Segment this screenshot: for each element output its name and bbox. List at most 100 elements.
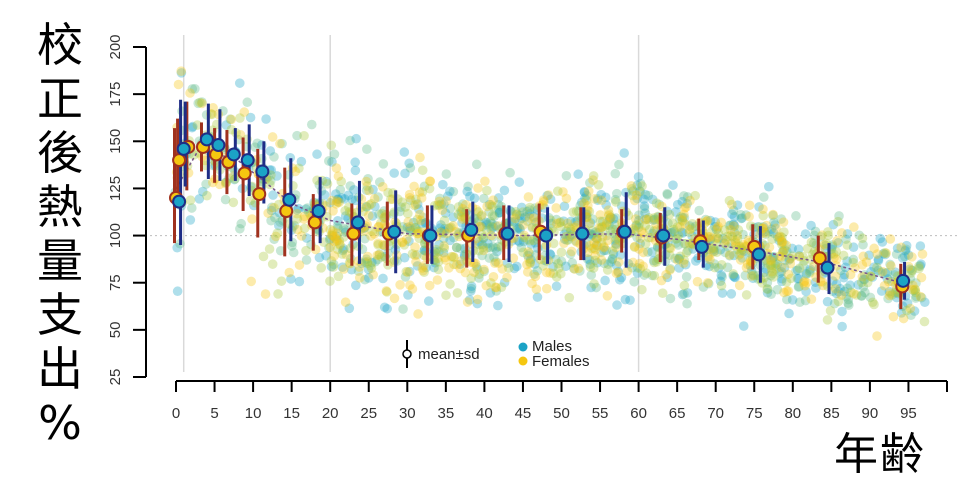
- individual-point: [877, 266, 888, 277]
- individual-point: [758, 204, 768, 215]
- legend-label-females: Females: [532, 353, 590, 370]
- individual-point: [741, 262, 752, 273]
- individual-point: [776, 276, 787, 287]
- individual-point: [273, 289, 283, 299]
- y-tick-label: 50: [107, 322, 124, 339]
- individual-point: [647, 247, 657, 257]
- individual-point: [587, 229, 597, 240]
- individual-point: [584, 255, 595, 265]
- x-tick-label: 20: [322, 405, 339, 422]
- individual-point: [374, 249, 385, 260]
- individual-point: [573, 263, 584, 274]
- individual-point: [187, 84, 198, 94]
- individual-point: [568, 207, 579, 217]
- individual-point: [768, 272, 779, 282]
- individual-point: [565, 249, 576, 259]
- individual-point: [731, 241, 741, 251]
- individual-point: [522, 259, 532, 270]
- individual-point: [403, 290, 413, 300]
- individual-point: [487, 222, 497, 232]
- individual-point: [748, 273, 758, 284]
- individual-point: [781, 277, 792, 287]
- individual-point: [842, 229, 853, 239]
- individual-point: [654, 199, 665, 210]
- individual-point: [640, 220, 650, 231]
- x-tick-label: 40: [476, 405, 493, 422]
- males-mean-point: [387, 224, 402, 239]
- individual-point: [314, 252, 325, 263]
- individual-point: [185, 215, 196, 225]
- individual-point: [677, 196, 688, 207]
- individual-point: [529, 259, 540, 269]
- individual-point: [898, 313, 909, 324]
- individual-point: [485, 242, 495, 253]
- individual-point: [456, 256, 467, 266]
- individual-point: [713, 263, 724, 273]
- individual-point: [833, 296, 844, 307]
- individual-point: [472, 298, 483, 309]
- individual-point: [319, 190, 330, 200]
- x-tick-label: 15: [283, 405, 300, 422]
- individual-point: [372, 254, 383, 265]
- individual-point: [466, 281, 477, 292]
- individual-point: [433, 200, 443, 210]
- individual-point: [434, 246, 444, 257]
- males-mean-point: [500, 226, 515, 241]
- individual-point: [378, 273, 388, 284]
- individual-point: [575, 266, 585, 276]
- individual-point: [579, 198, 589, 209]
- males-mean-point: [350, 215, 365, 230]
- individual-point: [599, 245, 609, 256]
- individual-point: [607, 254, 618, 264]
- individual-point: [445, 279, 455, 289]
- individual-point: [908, 280, 918, 291]
- individual-point: [565, 226, 576, 237]
- individual-point: [610, 194, 621, 205]
- individual-point: [445, 186, 455, 197]
- x-tick-label: 45: [515, 405, 532, 422]
- individual-point: [530, 271, 541, 282]
- individual-point: [638, 261, 648, 272]
- individual-point: [738, 321, 749, 331]
- individual-point: [886, 261, 896, 271]
- individual-point: [601, 200, 611, 210]
- individual-point: [732, 244, 742, 255]
- individual-point: [633, 222, 644, 233]
- individual-point: [672, 222, 683, 232]
- individual-point: [258, 251, 269, 262]
- individual-point: [448, 251, 458, 262]
- individual-point: [692, 276, 703, 287]
- individual-point: [596, 222, 607, 233]
- individual-point: [841, 291, 852, 302]
- individual-point: [684, 221, 695, 231]
- individual-point: [885, 288, 896, 298]
- individual-point: [471, 261, 482, 272]
- individual-point: [481, 225, 492, 235]
- individual-point: [685, 195, 695, 206]
- individual-point: [668, 224, 679, 235]
- individual-point: [661, 269, 671, 280]
- individual-point: [770, 220, 780, 230]
- individual-point: [331, 236, 342, 246]
- individual-point: [770, 260, 781, 271]
- males-mean-point: [575, 226, 590, 241]
- individual-point: [405, 163, 416, 173]
- individual-point: [591, 240, 602, 250]
- individual-point: [325, 233, 336, 244]
- individual-point: [567, 258, 578, 268]
- individual-point: [771, 263, 781, 274]
- individual-point: [638, 194, 649, 205]
- individual-point: [776, 239, 787, 250]
- individual-point: [587, 214, 598, 224]
- individual-point: [471, 159, 482, 170]
- individual-point: [903, 250, 914, 260]
- individual-point: [845, 280, 855, 291]
- individual-point: [679, 280, 690, 291]
- individual-point: [741, 290, 752, 300]
- males-mean-point: [423, 228, 438, 243]
- individual-point: [716, 260, 727, 270]
- individual-point: [674, 214, 685, 224]
- individual-point: [350, 165, 361, 176]
- individual-point: [361, 202, 372, 212]
- individual-point: [890, 267, 901, 277]
